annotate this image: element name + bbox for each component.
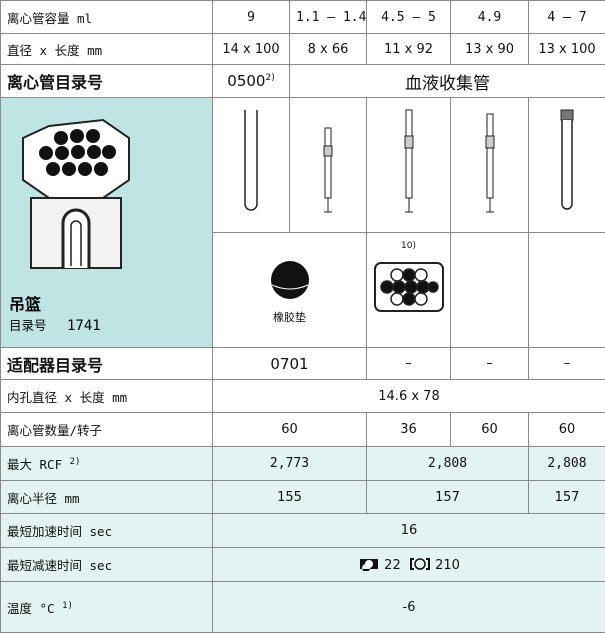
row-label: 内孔直径 x 长度 mm [1, 380, 213, 413]
cell: – [529, 348, 605, 380]
tube-icon [318, 108, 338, 218]
row: 离心管数量/转子 60 36 60 60 [1, 413, 605, 447]
cell: 0701 [213, 348, 367, 380]
row: 离心管目录号 05002) 血液收集管 [1, 65, 605, 98]
row-label: 离心管容量 ml [1, 1, 213, 34]
cell: 13 x 90 [451, 34, 529, 65]
cell: – [367, 348, 451, 380]
tube-icon [557, 108, 577, 218]
catalog-label: 目录号 [9, 318, 47, 333]
adapter-icon [373, 261, 445, 313]
cell: 4.9 [451, 1, 529, 34]
empty-cell [529, 233, 605, 348]
cell: 1.1 – 1.4 [290, 1, 367, 34]
cell: 16 [213, 514, 605, 548]
tube-cell [367, 98, 451, 233]
tube-icon [399, 108, 419, 218]
tube-icon [480, 108, 500, 218]
row-label: 离心半径 mm [1, 481, 213, 514]
cell: 4 – 7 [529, 1, 605, 34]
row-label: 离心管目录号 [1, 65, 213, 98]
bucket-cell: 吊篮 目录号 1741 [1, 98, 213, 348]
row-label: 温度 °C 1) [1, 582, 213, 633]
row: 最大 RCF 2) 2,773 2,808 2,808 [1, 447, 605, 481]
label-text: 最大 RCF [7, 457, 62, 472]
cell: 60 [451, 413, 529, 447]
brake-icon [358, 557, 380, 571]
cell: 14.6 x 78 [213, 380, 605, 413]
cell: 155 [213, 481, 367, 514]
row: 内孔直径 x 长度 mm 14.6 x 78 [1, 380, 605, 413]
tube-cell [529, 98, 605, 233]
cell: -6 [213, 582, 605, 633]
cell: 2,808 [529, 447, 605, 481]
cell: 4.5 – 5 [367, 1, 451, 34]
row-label: 适配器目录号 [1, 348, 213, 380]
pad-cell: 橡胶垫 [213, 233, 367, 348]
row: 吊篮 目录号 1741 [1, 98, 605, 233]
brake-off: 210 [435, 558, 460, 573]
tube-icon [241, 108, 261, 218]
row: 适配器目录号 0701 – – – [1, 348, 605, 380]
row-label: 离心管数量/转子 [1, 413, 213, 447]
bucket-label: 吊篮 [9, 295, 41, 314]
cell: 8 x 66 [290, 34, 367, 65]
cell: 11 x 92 [367, 34, 451, 65]
row: 最短加速时间 sec 16 [1, 514, 605, 548]
bucket-drawing: 吊篮 目录号 1741 [1, 98, 211, 346]
adapter-cell: 10) [367, 233, 451, 348]
footnote: 2) [265, 73, 274, 83]
brake-off-icon [409, 557, 431, 571]
pad-icon [265, 255, 315, 305]
brake-on: 22 [384, 558, 401, 573]
cell: 14 x 100 [213, 34, 290, 65]
cell: 2,808 [367, 447, 529, 481]
cell: 2,773 [213, 447, 367, 481]
cell: 36 [367, 413, 451, 447]
cell: – [451, 348, 529, 380]
empty-cell [451, 233, 529, 348]
row-label: 最短加速时间 sec [1, 514, 213, 548]
cell: 13 x 100 [529, 34, 605, 65]
tube-cell [451, 98, 529, 233]
row: 温度 °C 1) -6 [1, 582, 605, 633]
label-text: 温度 °C [7, 601, 55, 616]
row-label: 最短减速时间 sec [1, 548, 213, 582]
cell: 22 210 [213, 548, 605, 582]
cell: 60 [213, 413, 367, 447]
cell: 60 [529, 413, 605, 447]
tube-cell [290, 98, 367, 233]
footnote: 2) [70, 457, 81, 467]
row: 离心半径 mm 155 157 157 [1, 481, 605, 514]
cell: 157 [529, 481, 605, 514]
catalog-number: 1741 [67, 318, 101, 334]
footnote: 1) [62, 600, 73, 610]
footnote: 10) [373, 241, 444, 251]
row-label: 最大 RCF 2) [1, 447, 213, 481]
row-label: 直径 x 长度 mm [1, 34, 213, 65]
row: 最短减速时间 sec 22 210 [1, 548, 605, 582]
cell: 05002) [213, 65, 290, 98]
code: 0500 [227, 72, 265, 90]
tube-cell [213, 98, 290, 233]
cell: 157 [367, 481, 529, 514]
cell: 血液收集管 [290, 65, 605, 98]
row: 离心管容量 ml 9 1.1 – 1.4 4.5 – 5 4.9 4 – 7 [1, 1, 605, 34]
cell: 9 [213, 1, 290, 34]
row: 直径 x 长度 mm 14 x 100 8 x 66 11 x 92 13 x … [1, 34, 605, 65]
pad-label: 橡胶垫 [219, 309, 360, 325]
